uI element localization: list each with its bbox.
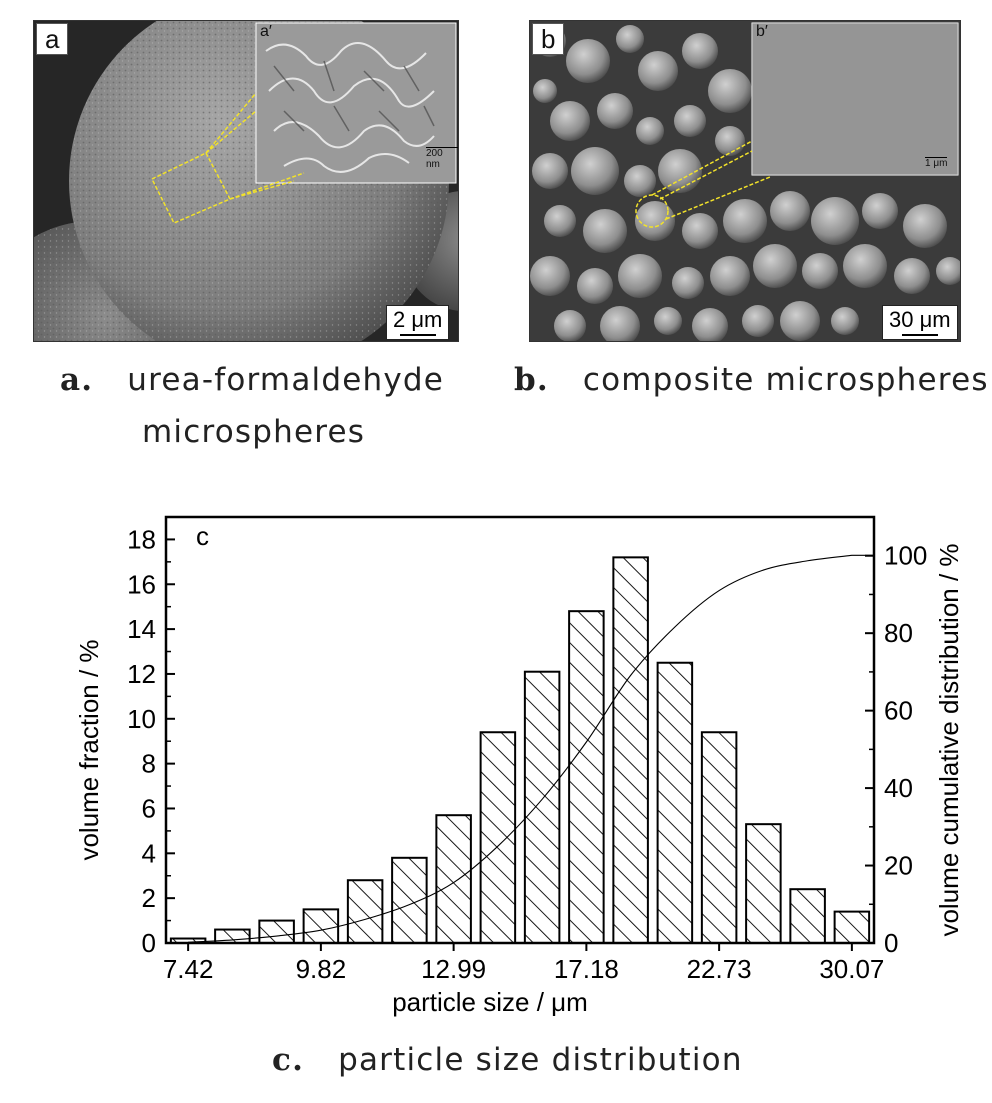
plot-frame [164, 515, 876, 945]
x-tick-label: 12.99 [421, 954, 486, 984]
bar-10 [612, 556, 649, 945]
scalebar-a-label: 2 μm [393, 307, 443, 332]
caption-c: c. particle size distribution [272, 1042, 743, 1078]
scalebar-a: 2 μm [386, 305, 450, 340]
bar-9 [568, 610, 605, 944]
bar-8 [523, 670, 561, 944]
scalebar-a-line [399, 334, 436, 336]
y2-tick-label: 20 [884, 851, 913, 881]
caption-b: b. composite microspheres [514, 362, 989, 398]
bar-5 [391, 856, 428, 944]
caption-c-text: particle size distribution [338, 1042, 743, 1078]
y-tick-label: 6 [142, 793, 156, 823]
x-tick-label: 9.82 [296, 954, 347, 984]
right-axis-ticks: 0 20 40 60 80 100 [865, 541, 927, 958]
y-tick-label: 2 [142, 883, 156, 913]
y2-tick-label: 80 [884, 618, 913, 648]
inset-b-scalebar-line [925, 157, 948, 158]
x-tick-label: 22.73 [687, 954, 752, 984]
left-axis-ticks: 0 2 4 6 8 10 12 14 16 18 [127, 524, 175, 958]
scalebar-b-label: 30 μm [889, 307, 951, 332]
scalebar-b-line [901, 334, 938, 336]
inset-b-scalebar: 1 μm [925, 157, 948, 169]
caption-a: a. urea-formaldehyde [60, 362, 444, 398]
bar-14 [789, 888, 826, 945]
x-tick-label: 17.18 [554, 954, 619, 984]
sem-image-b: b b′ 1 μm 30 μm [529, 20, 961, 342]
bar-3 [302, 908, 340, 944]
inset-b-tag: b′ [756, 23, 768, 40]
inset-a-tag: a′ [260, 23, 272, 40]
x-tick-label: 30.07 [819, 954, 884, 984]
bar-13 [745, 823, 782, 945]
particle-size-chart: 0 2 4 6 8 10 12 14 16 18 0 20 40 60 80 100 7.42 9.82 12.… [74, 515, 964, 1017]
y2-axis-label: volume cumulative distribution / % [934, 543, 964, 936]
inset-a-scalebar-line [426, 147, 458, 148]
caption-a-line2: microspheres [142, 414, 366, 450]
y-tick-label: 14 [127, 614, 156, 644]
bar-7 [479, 731, 517, 944]
sem-image-a-drawing [34, 21, 458, 341]
sem-image-b-drawing [530, 21, 960, 341]
y-tick-label: 16 [127, 569, 156, 599]
bar-15 [833, 910, 871, 945]
y2-tick-label: 0 [884, 928, 898, 958]
caption-b-text: composite microspheres [582, 362, 989, 398]
panel-b-tag: b [532, 23, 565, 55]
cumulative-distribution-line [188, 554, 874, 943]
caption-b-letter: b. [514, 362, 549, 398]
bars-group [169, 556, 871, 945]
y-tick-label: 8 [142, 749, 156, 779]
scalebar-b: 30 μm [882, 305, 958, 340]
x-axis-label: particle size / μm [392, 987, 588, 1017]
y-tick-label: 12 [127, 659, 156, 689]
bar-11 [656, 661, 694, 944]
sem-image-a: a a′ 200 nm 2 μm [33, 20, 459, 342]
x-axis-ticks: 7.42 9.82 12.99 17.18 22.73 30.07 [163, 943, 884, 984]
panel-c-label: c [196, 521, 209, 551]
x-tick-label: 7.42 [163, 954, 214, 984]
inset-a-scalebar-label: 200 nm [426, 148, 443, 170]
bar-2 [258, 919, 295, 945]
y2-tick-label: 100 [884, 541, 927, 571]
y-tick-label: 4 [142, 838, 156, 868]
bar-4 [346, 879, 384, 944]
bar-6 [435, 814, 472, 945]
bar-12 [700, 731, 738, 944]
inset-a-scalebar: 200 nm [426, 147, 458, 170]
inset-b-scalebar-label: 1 μm [925, 158, 948, 169]
y-tick-label: 18 [127, 524, 156, 554]
caption-a-letter: a. [60, 362, 94, 398]
y2-tick-label: 60 [884, 696, 913, 726]
caption-c-letter: c. [272, 1042, 305, 1078]
panel-a-tag: a [36, 23, 69, 55]
caption-a-line1: urea-formaldehyde [127, 362, 445, 398]
y-axis-label: volume fraction / % [74, 639, 104, 860]
y-tick-label: 0 [142, 928, 156, 958]
y2-tick-label: 40 [884, 773, 913, 803]
y-tick-label: 10 [127, 704, 156, 734]
